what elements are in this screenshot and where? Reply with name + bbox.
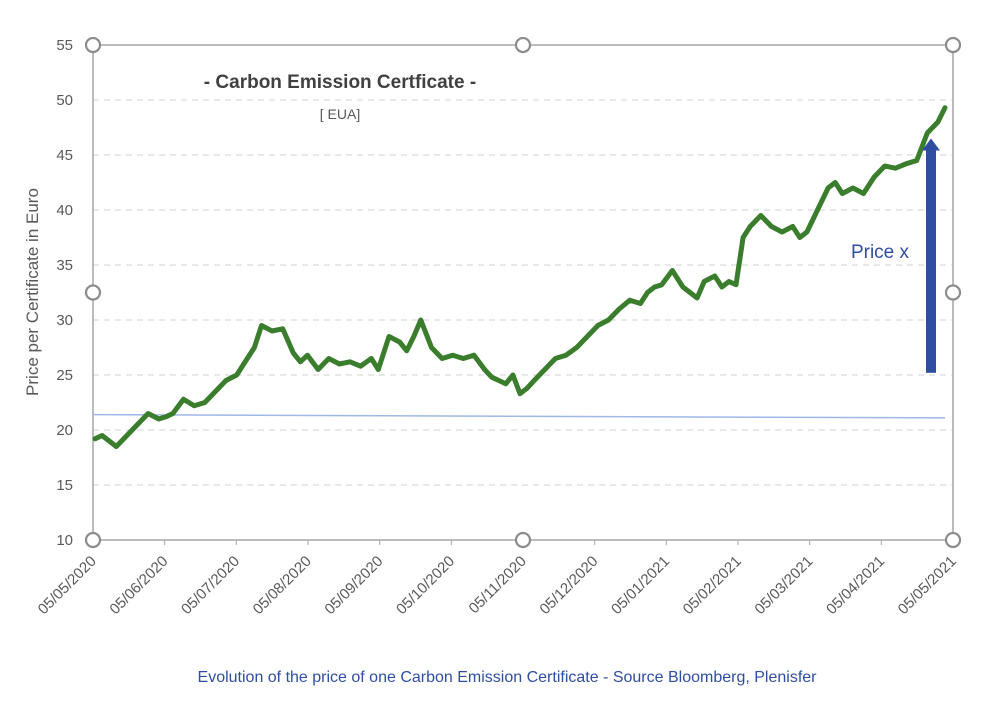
- chart-title: - Carbon Emission Certficate -: [204, 72, 476, 93]
- y-tick-label: 50: [56, 92, 73, 109]
- x-tick-label: 05/05/2020: [35, 553, 100, 618]
- x-axis-ticks: 05/05/2020 05/06/2020 05/07/2020 05/08/2020…: [35, 540, 960, 618]
- x-tick-label: 05/04/2021: [823, 553, 888, 618]
- resize-handle[interactable]: [514, 36, 532, 54]
- x-tick-label: 05/08/2020: [250, 553, 315, 618]
- y-tick-label: 10: [56, 532, 73, 549]
- x-tick-label: 05/10/2020: [393, 553, 458, 618]
- x-tick-label: 05/01/2021: [608, 553, 673, 618]
- x-tick-label: 05/12/2020: [536, 553, 601, 618]
- y-tick-label: 35: [56, 257, 73, 274]
- plot-frame[interactable]: [92, 44, 954, 541]
- reference-line: [92, 413, 946, 419]
- y-axis-ticks: 10 15 20 25 30 35 40 45 50 55: [56, 37, 73, 549]
- resize-handle[interactable]: [84, 531, 102, 549]
- price-arrow: [922, 138, 940, 373]
- resize-handle[interactable]: [84, 284, 102, 301]
- y-tick-label: 30: [56, 312, 73, 329]
- x-tick-label: 05/03/2021: [751, 553, 816, 618]
- x-tick-label: 05/07/2020: [178, 553, 243, 618]
- annotation-price-x: Price x: [851, 242, 910, 263]
- resize-handle[interactable]: [944, 284, 962, 301]
- x-tick-label: 05/05/2021: [895, 553, 960, 618]
- x-tick-label: 05/09/2020: [321, 553, 386, 618]
- y-tick-label: 25: [56, 367, 73, 384]
- arrow-head: [922, 138, 940, 151]
- x-tick-label: 05/06/2020: [106, 553, 171, 618]
- caption: Evolution of the price of one Carbon Emi…: [198, 669, 818, 686]
- resize-handle[interactable]: [84, 36, 102, 54]
- y-tick-label: 20: [56, 422, 73, 439]
- resize-handle[interactable]: [514, 531, 532, 549]
- arrow-shaft: [926, 148, 936, 373]
- x-tick-label: 05/02/2021: [680, 553, 745, 618]
- selection-handles[interactable]: [84, 36, 962, 549]
- gridlines: [93, 99, 953, 486]
- resize-handle[interactable]: [944, 36, 962, 54]
- chart-subtitle: [ EUA]: [320, 106, 360, 122]
- y-tick-label: 45: [56, 147, 73, 164]
- x-tick-label: 05/11/2020: [466, 553, 530, 617]
- y-axis-label: Price per Certificate in Euro: [23, 188, 42, 396]
- series-line-eua-price: [92, 105, 948, 449]
- y-tick-label: 40: [56, 202, 73, 219]
- y-tick-label: 15: [56, 477, 73, 494]
- resize-handle[interactable]: [944, 531, 962, 549]
- y-tick-label: 55: [56, 37, 73, 54]
